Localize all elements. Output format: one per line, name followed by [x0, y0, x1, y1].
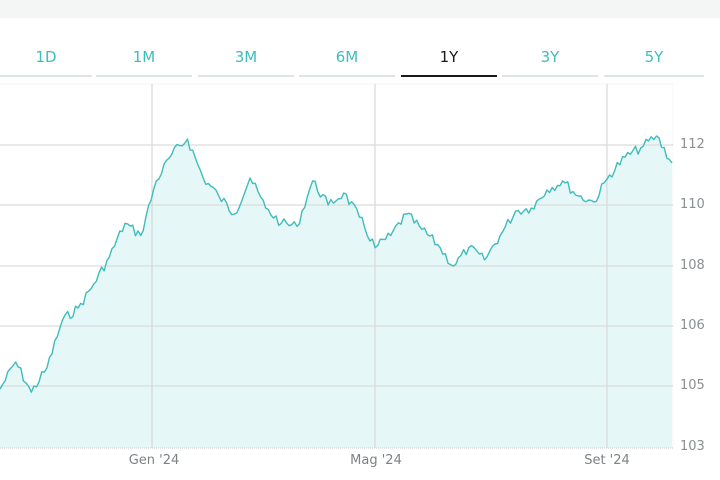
y-tick-label: 105 — [680, 378, 705, 393]
y-tick-label: 106 — [680, 318, 705, 333]
tab-label: 1Y — [439, 48, 459, 66]
tab-underline — [299, 75, 395, 77]
tab-3y[interactable]: 3Y — [502, 40, 598, 77]
tab-label: 3M — [234, 48, 258, 66]
tab-1d[interactable]: 1D — [0, 40, 92, 77]
top-strip — [0, 0, 720, 18]
tab-label: 1D — [35, 48, 57, 66]
tab-label: 3Y — [540, 48, 560, 66]
x-tick-label: Mag '24 — [350, 453, 402, 468]
price-line — [0, 135, 673, 393]
tab-label: 6M — [335, 48, 359, 66]
period-tabs: 1D 1M 3M 6M 1Y 3Y 5Y — [0, 40, 720, 78]
x-tick-label: Set '24 — [584, 453, 630, 468]
y-tick-label: 110 — [680, 197, 705, 212]
tab-3m[interactable]: 3M — [198, 40, 294, 77]
tab-5y[interactable]: 5Y — [604, 40, 704, 77]
h-gridlines — [0, 144, 673, 449]
tab-label: 1M — [132, 48, 156, 66]
y-tick-label: 108 — [680, 258, 705, 273]
tab-underline — [198, 75, 294, 77]
x-tick-label: Gen '24 — [128, 453, 180, 468]
tab-label: 5Y — [644, 48, 664, 66]
tab-underline — [96, 75, 192, 77]
tab-1m[interactable]: 1M — [96, 40, 192, 77]
tab-underline — [502, 75, 598, 77]
tab-underline — [0, 75, 92, 77]
tab-1y[interactable]: 1Y — [401, 40, 497, 77]
tab-underline — [604, 75, 704, 77]
tab-underline-active — [401, 75, 497, 77]
v-gridlines — [151, 84, 608, 448]
tab-6m[interactable]: 6M — [299, 40, 395, 77]
y-tick-label: 103 — [680, 439, 705, 454]
price-area-fill — [0, 136, 672, 448]
y-tick-label: 112 — [680, 137, 705, 152]
